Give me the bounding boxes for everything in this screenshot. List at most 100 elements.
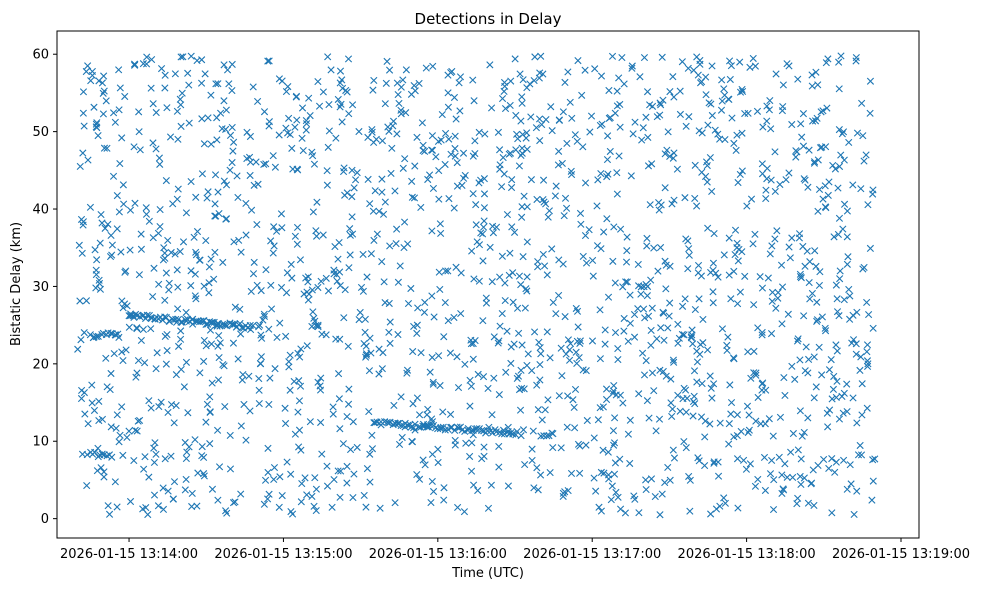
detection-point bbox=[740, 456, 748, 464]
detection-point bbox=[469, 190, 477, 198]
detection-point bbox=[706, 153, 714, 162]
detection-point bbox=[456, 73, 465, 81]
detection-point bbox=[337, 467, 345, 475]
detection-point bbox=[296, 353, 304, 361]
detection-point bbox=[415, 475, 424, 483]
detection-point bbox=[727, 398, 736, 407]
detection-point bbox=[394, 330, 402, 339]
detection-point bbox=[673, 165, 682, 173]
detection-point bbox=[797, 455, 805, 463]
detection-point bbox=[182, 308, 190, 317]
detection-point bbox=[245, 372, 253, 380]
detection-point bbox=[394, 419, 402, 428]
detection-point bbox=[523, 238, 531, 246]
detection-point bbox=[413, 329, 421, 337]
detection-point bbox=[794, 75, 802, 83]
detection-point bbox=[386, 318, 394, 326]
detection-point bbox=[536, 360, 544, 369]
detection-point bbox=[498, 430, 506, 438]
detection-point bbox=[437, 136, 445, 144]
detection-point bbox=[815, 185, 824, 194]
detection-point bbox=[515, 272, 524, 280]
detection-point bbox=[635, 390, 643, 398]
detection-point bbox=[781, 460, 789, 468]
detection-point bbox=[237, 330, 245, 338]
detection-point bbox=[620, 327, 628, 335]
detection-point bbox=[410, 194, 419, 202]
detection-point bbox=[704, 121, 712, 129]
detection-point bbox=[282, 124, 290, 132]
detection-point bbox=[693, 358, 702, 366]
detection-point bbox=[745, 411, 753, 419]
detection-point bbox=[806, 258, 814, 266]
detection-point bbox=[843, 260, 851, 268]
detection-point bbox=[468, 247, 476, 255]
detection-point bbox=[505, 271, 513, 279]
detection-point bbox=[246, 407, 254, 415]
detection-point bbox=[399, 76, 407, 84]
detection-point bbox=[95, 416, 103, 425]
detection-point bbox=[500, 170, 508, 178]
detection-point bbox=[702, 91, 710, 99]
detection-point bbox=[451, 152, 459, 160]
detection-point bbox=[452, 115, 460, 123]
detection-point bbox=[441, 267, 450, 275]
detection-point bbox=[496, 322, 504, 330]
detection-point bbox=[500, 78, 509, 87]
detection-point bbox=[131, 199, 139, 207]
detection-point bbox=[324, 143, 332, 151]
detection-point bbox=[155, 402, 163, 411]
detection-point bbox=[202, 236, 210, 245]
detection-point bbox=[297, 446, 305, 454]
detection-point bbox=[835, 85, 843, 93]
detection-point bbox=[303, 342, 311, 350]
detection-point bbox=[804, 499, 813, 507]
detection-point bbox=[170, 478, 179, 486]
detection-point bbox=[517, 432, 525, 440]
detection-point bbox=[394, 278, 402, 286]
y-tick-label: 20 bbox=[32, 357, 49, 372]
detection-point bbox=[158, 316, 167, 324]
detection-point bbox=[174, 185, 182, 193]
detection-point bbox=[435, 268, 443, 276]
detection-point bbox=[804, 183, 812, 191]
detection-point bbox=[833, 295, 841, 303]
detection-point bbox=[807, 480, 815, 488]
detection-point bbox=[205, 289, 213, 297]
detection-point bbox=[863, 362, 872, 370]
detection-point bbox=[215, 209, 223, 218]
detection-point bbox=[118, 348, 126, 356]
detection-point bbox=[539, 250, 547, 258]
detection-point bbox=[541, 406, 549, 414]
detection-point bbox=[272, 227, 281, 235]
detection-point bbox=[738, 167, 746, 175]
detection-point bbox=[696, 60, 704, 68]
detection-point bbox=[421, 461, 429, 469]
detection-point bbox=[166, 133, 175, 141]
detection-point bbox=[80, 329, 88, 337]
detection-point bbox=[808, 82, 816, 90]
detection-point bbox=[394, 90, 402, 99]
detection-point bbox=[481, 130, 489, 138]
detection-point bbox=[616, 505, 625, 513]
detection-point bbox=[84, 62, 92, 70]
detection-point bbox=[754, 324, 762, 332]
detection-point bbox=[749, 240, 757, 248]
detection-point bbox=[408, 437, 416, 446]
detection-point bbox=[193, 227, 202, 236]
detection-point bbox=[215, 463, 224, 471]
detection-point bbox=[147, 84, 155, 92]
detection-point bbox=[208, 379, 216, 387]
detection-point bbox=[314, 283, 322, 292]
detection-point bbox=[100, 87, 108, 95]
detection-point bbox=[835, 58, 843, 66]
detection-point bbox=[793, 500, 801, 508]
detection-point bbox=[763, 175, 771, 183]
detection-point bbox=[421, 147, 429, 156]
detection-point bbox=[796, 356, 804, 364]
detection-point bbox=[271, 365, 279, 373]
detection-point bbox=[353, 169, 361, 177]
detection-point bbox=[149, 139, 157, 147]
detection-point bbox=[708, 394, 716, 402]
